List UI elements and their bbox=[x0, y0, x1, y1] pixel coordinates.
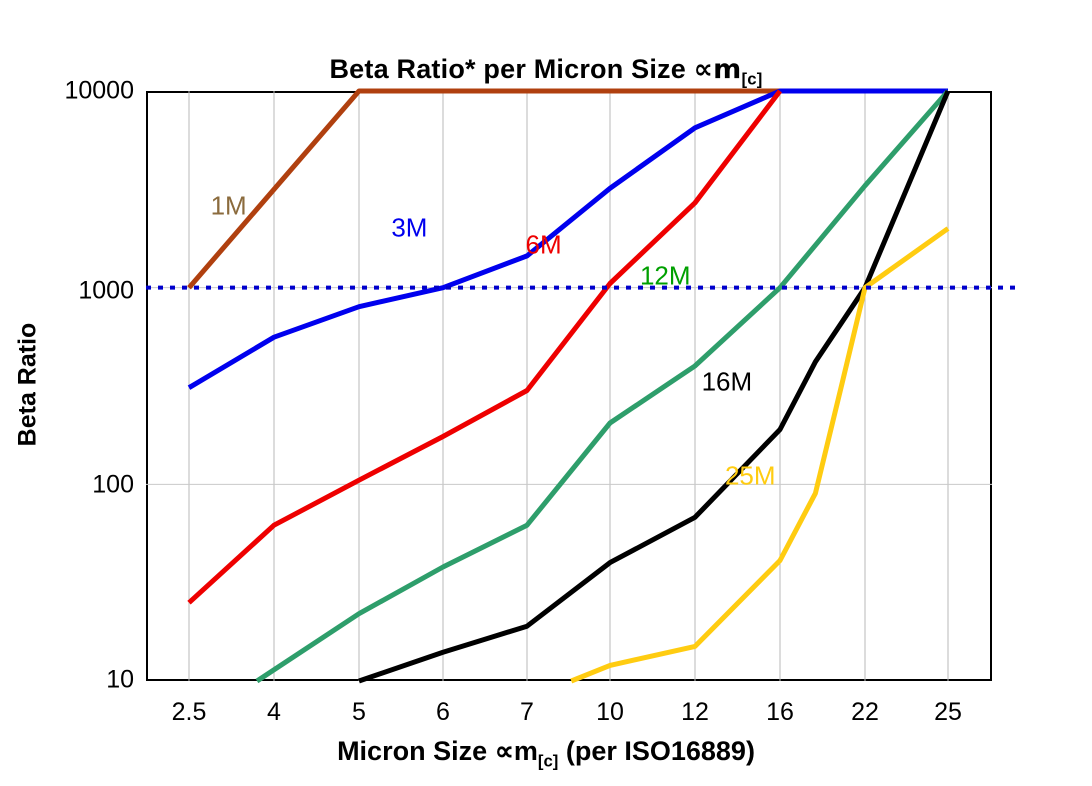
chart-title: Beta Ratio* per Micron Size ∝m[c] bbox=[0, 54, 1092, 89]
series-label-3M: 3M bbox=[391, 212, 428, 243]
series-line-6M bbox=[187, 89, 782, 605]
y-tick-1000: 1000 bbox=[78, 276, 134, 305]
series-line-3M bbox=[187, 88, 948, 390]
x-tick-10: 10 bbox=[596, 698, 624, 726]
x-tick-6: 6 bbox=[436, 698, 450, 726]
x-tick-25: 25 bbox=[934, 698, 962, 726]
y-tick-100: 100 bbox=[92, 470, 134, 499]
y-axis-title: Beta Ratio bbox=[13, 322, 42, 447]
x-axis-title-trail: (per ISO16889) bbox=[558, 736, 755, 766]
series-line-16M bbox=[358, 90, 951, 684]
series-label-6M: 6M bbox=[525, 229, 562, 260]
series-label-12M: 12M bbox=[639, 260, 691, 291]
y-axis-ticks: 10000 1000 100 10 bbox=[0, 0, 134, 786]
chart-title-main: Beta Ratio* per Micron Size bbox=[329, 54, 694, 84]
series-label-1M: 1M bbox=[210, 190, 247, 221]
series-label-25M: 25M bbox=[724, 460, 776, 491]
series-line-25M bbox=[570, 226, 950, 684]
chart-title-symbol: ∝m bbox=[693, 54, 742, 85]
y-tick-10: 10 bbox=[106, 665, 134, 694]
x-axis-title: Micron Size ∝m[c] (per ISO16889) bbox=[0, 736, 1092, 771]
series-line-12M bbox=[255, 89, 950, 684]
series-label-16M: 16M bbox=[701, 366, 753, 397]
y-tick-10000: 10000 bbox=[64, 76, 134, 105]
x-tick-22: 22 bbox=[851, 698, 879, 726]
x-tick-4: 4 bbox=[267, 698, 281, 726]
plot-area bbox=[146, 91, 992, 681]
x-axis-title-lead: Micron Size bbox=[337, 736, 495, 766]
x-tick-12: 12 bbox=[681, 698, 709, 726]
x-axis-title-symbol: ∝m bbox=[494, 736, 538, 766]
x-tick-16: 16 bbox=[766, 698, 794, 726]
series-curves bbox=[187, 88, 951, 684]
x-tick-5: 5 bbox=[352, 698, 366, 726]
chart-title-subscript: [c] bbox=[741, 69, 763, 89]
x-tick-2.5: 2.5 bbox=[171, 698, 207, 726]
x-axis-title-subscript: [c] bbox=[537, 751, 559, 771]
series-line-1M bbox=[187, 88, 865, 290]
x-tick-7: 7 bbox=[520, 698, 534, 726]
